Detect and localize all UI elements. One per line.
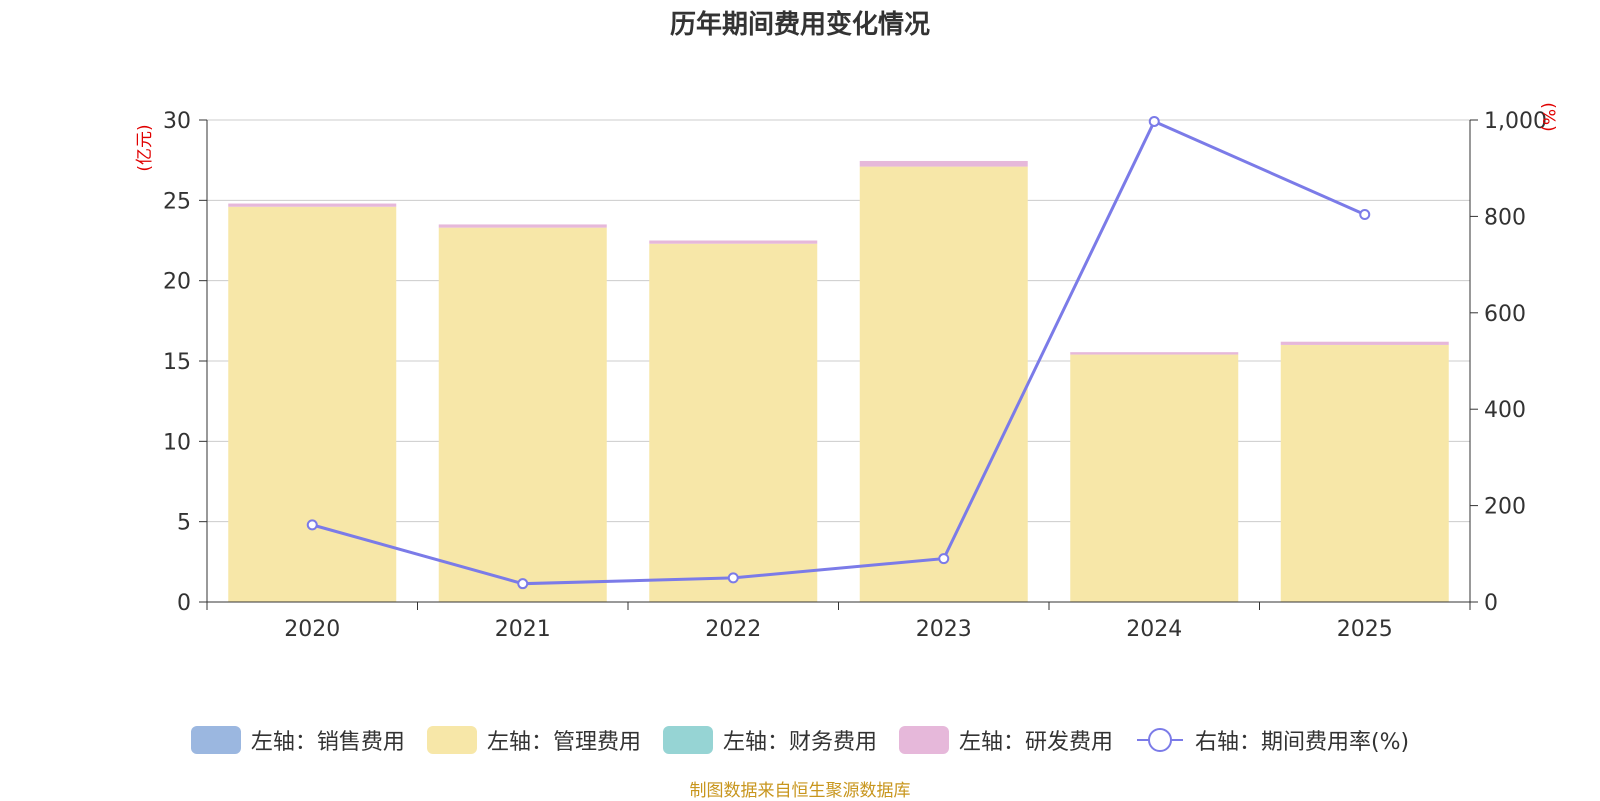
- bar-左轴研发费用-2020[interactable]: [228, 203, 397, 207]
- right-axis-tick-label: 400: [1484, 398, 1526, 423]
- bar-左轴研发费用-2021[interactable]: [438, 224, 607, 228]
- right-axis-tick-label: 0: [1484, 591, 1498, 616]
- bars: [228, 160, 1449, 603]
- legend-label: 左轴：研发费用: [958, 730, 1113, 755]
- left-axis-tick-label: 25: [163, 189, 191, 214]
- legend-label: 右轴：期间费用率(%): [1194, 730, 1410, 755]
- x-axis-tick-label: 2023: [916, 617, 972, 642]
- bar-左轴研发费用-2023[interactable]: [859, 160, 1028, 167]
- bar-左轴研发费用-2022[interactable]: [649, 240, 818, 244]
- left-axis-tick-label: 20: [163, 270, 191, 295]
- bar-左轴研发费用-2024[interactable]: [1070, 352, 1239, 355]
- data-source: 制图数据来自恒生聚源数据库: [689, 781, 911, 801]
- bar-左轴管理费用-2023[interactable]: [859, 166, 1028, 603]
- rate-point-2020[interactable]: [306, 519, 318, 531]
- rate-point-2024[interactable]: [1148, 115, 1160, 127]
- rate-point-2025[interactable]: [1359, 208, 1371, 220]
- legend-label: 左轴：财务费用: [722, 730, 877, 755]
- right-axis-tick-label: 800: [1484, 205, 1526, 230]
- left-axis-tick-label: 10: [163, 430, 191, 455]
- legend-item[interactable]: 左轴：管理费用: [426, 724, 641, 756]
- bar-左轴管理费用-2021[interactable]: [438, 227, 607, 602]
- x-axis-tick-label: 2024: [1126, 617, 1182, 642]
- legend-swatch: [426, 726, 477, 754]
- legend-item[interactable]: 左轴：财务费用: [662, 724, 877, 756]
- bar-左轴研发费用-2025[interactable]: [1280, 341, 1449, 345]
- right-axis-tick-label: 1,000: [1484, 109, 1547, 134]
- x-axis-tick-label: 2020: [284, 617, 340, 642]
- left-axis-unit: (亿元): [135, 124, 155, 171]
- left-axis-tick-label: 30: [163, 109, 191, 134]
- legend-item[interactable]: 左轴：销售费用: [190, 724, 405, 756]
- legend-swatch: [662, 726, 713, 754]
- right-axis-tick-label: 600: [1484, 302, 1526, 327]
- x-axis-tick-label: 2021: [495, 617, 551, 642]
- right-axis-tick-label: 200: [1484, 495, 1526, 520]
- legend-swatch: [190, 726, 241, 754]
- left-axis-tick-label: 5: [177, 511, 191, 536]
- bar-左轴管理费用-2025[interactable]: [1280, 344, 1449, 602]
- x-axis-tick-label: 2022: [705, 617, 761, 642]
- bar-左轴管理费用-2024[interactable]: [1070, 354, 1239, 602]
- rate-point-2022[interactable]: [727, 572, 739, 584]
- rate-line-path: [311, 119, 1366, 586]
- legend: 左轴：销售费用 左轴：管理费用 左轴：财务费用 左轴：研发费用 右轴：期间费用率(%): [0, 720, 1600, 760]
- legend-label: 左轴：销售费用: [250, 730, 405, 755]
- legend-line-symbol: [1136, 728, 1183, 752]
- rate-point-2021[interactable]: [517, 578, 529, 590]
- rate-point-2023[interactable]: [938, 553, 950, 565]
- bar-左轴管理费用-2022[interactable]: [649, 243, 818, 603]
- right-axis-unit: (%): [1538, 102, 1558, 131]
- left-axis-tick-label: 0: [177, 591, 191, 616]
- legend-swatch: [898, 726, 949, 754]
- left-axis-tick-label: 15: [163, 350, 191, 375]
- chart-title: 历年期间费用变化情况: [669, 10, 930, 40]
- bar-左轴管理费用-2020[interactable]: [228, 206, 397, 602]
- legend-label: 左轴：管理费用: [486, 730, 641, 755]
- x-axis-tick-label: 2025: [1337, 617, 1393, 642]
- grid-lines: [207, 119, 1470, 523]
- legend-item[interactable]: 右轴：期间费用率(%): [1135, 724, 1409, 756]
- rate-line: [306, 115, 1371, 590]
- legend-item[interactable]: 左轴：研发费用: [898, 724, 1113, 756]
